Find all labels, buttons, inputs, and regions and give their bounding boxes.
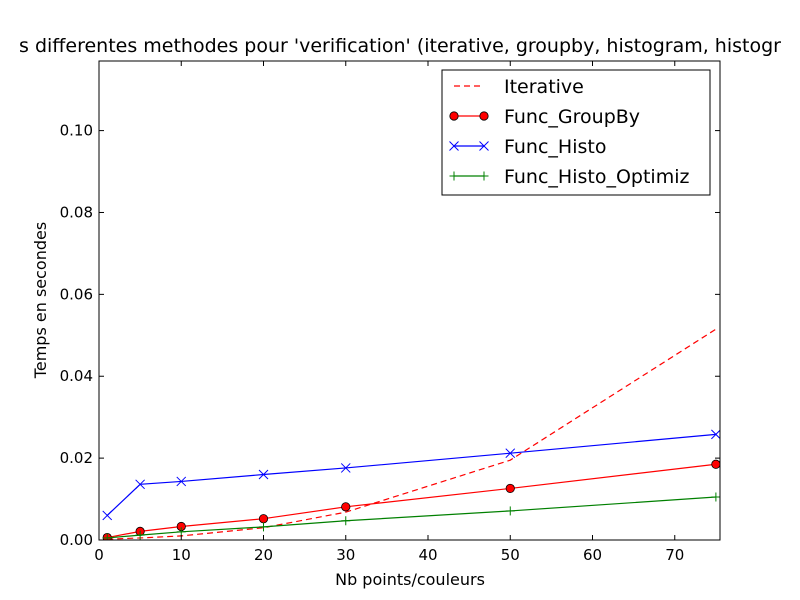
legend-item-func-histo-optimiz: Func_Histo_Optimiz [449,166,689,188]
legend-marker [449,141,459,151]
data-point-func-groupby [505,483,515,494]
legend-marker [479,141,489,151]
x-tick-label: 0 [94,546,104,564]
series-func-histo [102,429,720,521]
data-point-func-histo-optimiz [341,516,351,526]
y-tick-label: 0.02 [60,449,93,467]
x-axis-label: Nb points/couleurs [335,570,485,589]
x-tick-label: 40 [418,546,437,564]
series-group [102,328,720,540]
data-point-func-groupby [341,502,351,512]
legend-item-func-histo: Func_Histo [449,136,606,158]
data-point-func-histo [135,479,145,490]
legend-label: Func_GroupBy [504,106,640,128]
chart-title: s differentes methodes pour 'verificatio… [19,35,781,57]
legend-marker [449,111,459,121]
series-iterative [107,328,717,540]
data-point-func-histo [505,448,516,459]
data-point-func-histo-optimiz [176,527,186,537]
legend-marker [449,171,459,181]
series-line-func-groupby [107,463,716,539]
legend-marker [479,111,489,121]
legend: Iterative Func_GroupBy Func_Histo Func_Hist… [441,69,711,196]
legend-box [441,69,711,196]
data-point-func-histo-optimiz [505,506,515,516]
data-point-func-histo-optimiz [135,530,145,540]
data-point-func-groupby [711,459,720,469]
x-tick-label: 50 [501,546,520,564]
data-point-func-histo-optimiz [102,533,112,540]
x-tick-label: 30 [336,546,355,564]
legend-marker [479,171,489,181]
data-point-func-histo [258,469,269,480]
series-line-func-histo-optimiz [107,496,716,539]
x-tick-label: 10 [172,546,191,564]
plot-frame [98,60,721,541]
x-tick-label: 70 [665,546,684,564]
x-tick-label: 60 [583,546,602,564]
data-point-func-histo [176,476,187,487]
axis-ticks: 0 10 20 30 40 50 60 70 0.00 0.02 0.04 0.06 0.08 0.10 [60,61,720,564]
legend-item-iterative: Iterative [454,76,584,98]
y-tick-label: 0.08 [60,203,93,221]
data-point-func-histo [102,510,113,521]
legend-label: Func_Histo_Optimiz [504,166,689,188]
y-tick-label: 0.04 [60,367,93,385]
data-point-func-histo-optimiz [259,522,269,532]
legend-label: Func_Histo [504,136,606,158]
y-axis-label: Temps en secondes [31,222,50,379]
series-func-histo-optimiz [102,492,720,540]
y-tick-label: 0.10 [60,122,93,140]
plot-area [98,60,721,541]
series-func-groupby [102,459,720,540]
data-point-func-histo [340,463,351,473]
y-tick-label: 0.06 [60,285,93,303]
data-point-func-histo-optimiz [711,492,720,502]
legend-label: Iterative [504,76,584,98]
x-tick-label: 20 [254,546,273,564]
legend-item-func-groupby: Func_GroupBy [449,106,640,128]
series-line-iterative [107,328,717,540]
data-point-func-histo [711,429,720,440]
data-point-func-groupby [258,514,269,524]
y-tick-label: 0.00 [60,531,93,549]
